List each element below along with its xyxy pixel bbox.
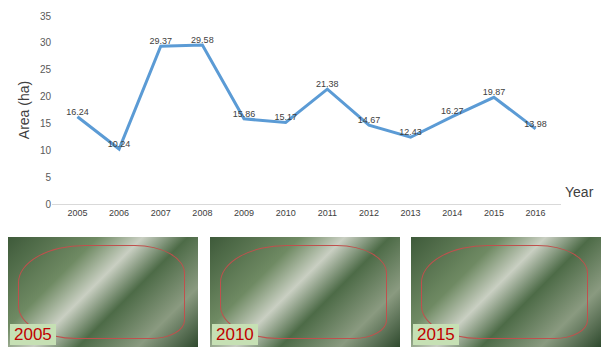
svg-text:14.67: 14.67 bbox=[358, 115, 381, 125]
svg-text:16.24: 16.24 bbox=[66, 107, 89, 117]
svg-text:0: 0 bbox=[45, 199, 51, 210]
svg-text:15.17: 15.17 bbox=[274, 112, 297, 122]
svg-text:30: 30 bbox=[40, 37, 52, 48]
svg-text:2005: 2005 bbox=[67, 208, 87, 218]
svg-text:2016: 2016 bbox=[526, 208, 546, 218]
svg-text:21.38: 21.38 bbox=[316, 79, 339, 89]
svg-text:2012: 2012 bbox=[359, 208, 379, 218]
svg-text:2010: 2010 bbox=[276, 208, 296, 218]
svg-text:10.24: 10.24 bbox=[108, 139, 131, 149]
svg-text:2007: 2007 bbox=[151, 208, 171, 218]
svg-text:29.58: 29.58 bbox=[191, 35, 214, 45]
html-text:2005: 2005 bbox=[14, 325, 52, 344]
svg-text:5: 5 bbox=[45, 172, 51, 183]
svg-text:2015: 2015 bbox=[484, 208, 504, 218]
svg-text:2006: 2006 bbox=[109, 208, 129, 218]
svg-text:16.27: 16.27 bbox=[441, 106, 464, 116]
svg-text:20: 20 bbox=[40, 91, 52, 102]
svg-text:2008: 2008 bbox=[192, 208, 212, 218]
svg-text:29.37: 29.37 bbox=[149, 36, 172, 46]
svg-text:15: 15 bbox=[40, 118, 52, 129]
svg-text:35: 35 bbox=[40, 11, 52, 22]
svg-text:Year: Year bbox=[565, 184, 594, 200]
svg-text:19.87: 19.87 bbox=[483, 87, 506, 97]
svg-text:25: 25 bbox=[40, 64, 52, 75]
svg-text:10: 10 bbox=[40, 145, 52, 156]
svg-text:2011: 2011 bbox=[318, 208, 337, 218]
html-text:2015: 2015 bbox=[417, 325, 455, 344]
svg-text:2014: 2014 bbox=[442, 208, 462, 218]
svg-text:12.43: 12.43 bbox=[399, 127, 422, 137]
svg-text:Area (ha): Area (ha) bbox=[16, 81, 32, 139]
svg-text:2013: 2013 bbox=[401, 208, 421, 218]
svg-text:13.98: 13.98 bbox=[524, 119, 547, 129]
html-text:2010: 2010 bbox=[216, 325, 254, 344]
svg-text:2009: 2009 bbox=[234, 208, 254, 218]
svg-text:15.86: 15.86 bbox=[233, 109, 256, 119]
